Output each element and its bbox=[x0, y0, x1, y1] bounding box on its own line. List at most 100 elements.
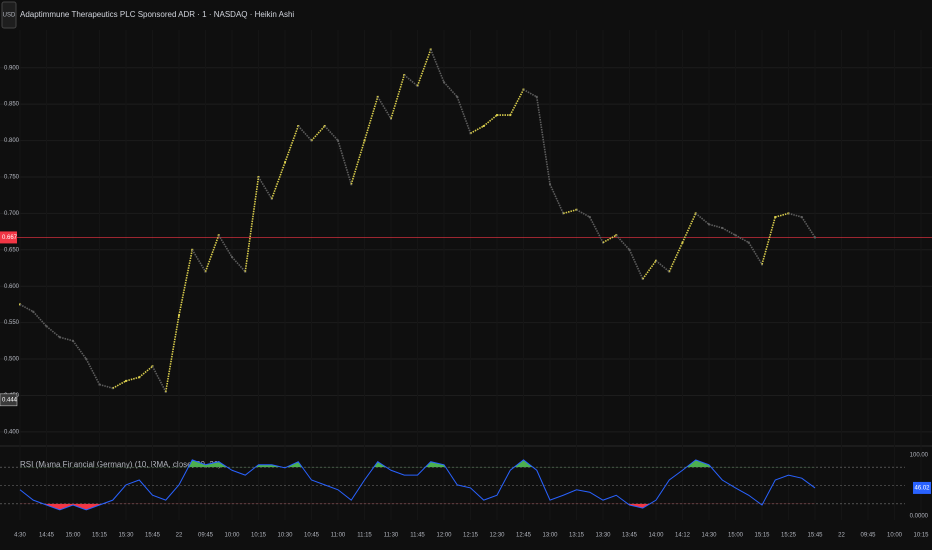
price-segment bbox=[668, 242, 684, 272]
price-segment bbox=[721, 227, 736, 236]
x-tick-label: 12:15 bbox=[463, 533, 479, 539]
y-tick-label: 0.850 bbox=[4, 102, 20, 108]
x-tick-label: 13:30 bbox=[595, 533, 611, 539]
price-segment bbox=[695, 212, 710, 225]
price-segment bbox=[563, 208, 577, 215]
price-segment bbox=[99, 383, 113, 389]
price-segment bbox=[549, 183, 564, 214]
x-tick-label: 14:12 bbox=[675, 533, 691, 539]
price-segment bbox=[151, 365, 167, 393]
price-segment bbox=[416, 49, 432, 87]
price-segment bbox=[191, 249, 207, 273]
x-tick-label: 11:15 bbox=[357, 533, 372, 539]
x-tick-label: 13:00 bbox=[542, 533, 558, 539]
price-segment bbox=[218, 234, 233, 258]
x-tick-label: 22 bbox=[176, 533, 183, 539]
x-tick-label: 10:00 bbox=[887, 533, 903, 539]
price-segment bbox=[535, 96, 551, 185]
x-tick-label: 14:00 bbox=[648, 533, 664, 539]
rsi-tick-label: 0.0000 bbox=[910, 514, 929, 520]
x-tick-label: 10:30 bbox=[277, 533, 293, 539]
y-tick-label: 0.550 bbox=[4, 320, 20, 326]
x-tick-label: 12:00 bbox=[436, 533, 452, 539]
price-segment bbox=[708, 223, 723, 229]
price-segment bbox=[324, 125, 339, 142]
x-tick-label: 13:15 bbox=[569, 533, 585, 539]
y-tick-label: 0.650 bbox=[4, 247, 20, 253]
price-segment bbox=[775, 212, 789, 218]
x-tick-label: 13:45 bbox=[622, 533, 638, 539]
price-segment bbox=[363, 96, 379, 141]
price-segment bbox=[59, 336, 74, 342]
price-segment bbox=[178, 249, 194, 316]
x-tick-label: 15:15 bbox=[92, 533, 108, 539]
price-segment bbox=[85, 358, 101, 385]
x-tick-label: 15:30 bbox=[118, 533, 134, 539]
x-tick-label: 10:00 bbox=[224, 533, 240, 539]
price-segment bbox=[615, 234, 631, 251]
x-tick-label: 09:45 bbox=[860, 533, 876, 539]
price-segment bbox=[19, 303, 34, 313]
price-segment bbox=[456, 96, 472, 134]
rsi-title: RSI (Mama Financial Germany) (10, RMA, c… bbox=[20, 460, 221, 469]
last-price-box bbox=[0, 231, 17, 244]
price-segment bbox=[45, 325, 61, 338]
marker-label: 0.444 bbox=[2, 397, 18, 403]
x-tick-label: 15:00 bbox=[728, 533, 744, 539]
y-tick-label: 0.750 bbox=[4, 175, 20, 181]
y-tick-label: 0.400 bbox=[4, 429, 20, 435]
price-segment bbox=[509, 89, 525, 116]
price-segment bbox=[801, 216, 816, 238]
price-segment bbox=[430, 49, 445, 83]
candle bbox=[814, 236, 816, 239]
price-segment bbox=[297, 125, 313, 142]
y-tick-label: 0.500 bbox=[4, 357, 20, 363]
x-tick-label: 15:15 bbox=[754, 533, 770, 539]
rsi-last-box bbox=[913, 481, 931, 494]
price-segment bbox=[337, 140, 353, 185]
price-segment bbox=[32, 311, 48, 327]
price-segment bbox=[244, 176, 260, 272]
price-segment bbox=[350, 140, 366, 185]
x-tick-label: 15:25 bbox=[781, 533, 797, 539]
x-tick-label: 14:45 bbox=[39, 533, 55, 539]
price-segment bbox=[748, 242, 763, 265]
x-tick-label: 10:15 bbox=[913, 533, 929, 539]
x-tick-label: 15:45 bbox=[145, 533, 161, 539]
x-tick-label: 15:45 bbox=[807, 533, 823, 539]
price-segment bbox=[204, 234, 220, 272]
price-segment bbox=[390, 74, 406, 119]
price-segment bbox=[470, 125, 485, 134]
chart-title: Adaptimmune Therapeutics PLC Sponsored A… bbox=[20, 10, 294, 19]
x-tick-label: 09:45 bbox=[198, 533, 214, 539]
x-tick-label: 10:45 bbox=[304, 533, 320, 539]
price-segment bbox=[72, 340, 87, 360]
price-segment bbox=[377, 96, 392, 120]
last-price-label: 0.667 bbox=[2, 235, 18, 241]
price-segment bbox=[655, 260, 670, 273]
y-tick-label: 0.800 bbox=[4, 138, 20, 144]
rsi-tick-label: 100.00 bbox=[910, 453, 929, 459]
x-tick-label: 10:15 bbox=[251, 533, 267, 539]
price-segment bbox=[735, 234, 750, 244]
rsi-last-label: 46.02 bbox=[914, 486, 930, 492]
x-tick-label: 12:30 bbox=[489, 533, 505, 539]
y-tick-label: 0.700 bbox=[4, 211, 20, 217]
price-segment bbox=[788, 212, 802, 218]
currency-box[interactable] bbox=[1, 1, 17, 29]
price-segment bbox=[270, 162, 286, 200]
price-segment bbox=[483, 114, 498, 127]
y-tick-label: 0.600 bbox=[4, 284, 20, 290]
currency: USD bbox=[3, 13, 16, 19]
price-segment bbox=[628, 249, 644, 280]
price-segment bbox=[284, 125, 300, 163]
price-segment bbox=[310, 125, 326, 142]
price-segment bbox=[231, 256, 246, 273]
price-segment bbox=[403, 74, 419, 87]
marker-box bbox=[0, 393, 18, 407]
x-tick-label: 12:45 bbox=[516, 533, 532, 539]
price-segment bbox=[138, 365, 154, 378]
price-segment bbox=[112, 380, 127, 389]
price-segment bbox=[589, 216, 604, 243]
price-segment bbox=[443, 81, 458, 98]
